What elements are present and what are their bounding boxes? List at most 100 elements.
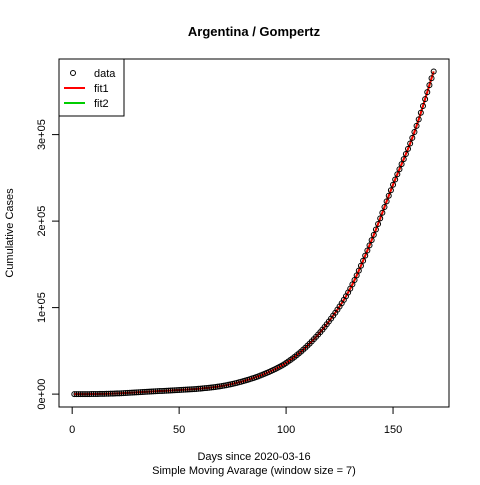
data-point <box>148 388 155 395</box>
data-point <box>390 181 397 188</box>
data-point <box>171 387 178 394</box>
data-point <box>387 187 394 194</box>
data-point <box>146 388 153 395</box>
data-point <box>137 389 144 396</box>
series-data-points <box>71 68 437 398</box>
data-point <box>84 391 91 398</box>
data-point <box>193 385 200 392</box>
data-point <box>413 122 420 129</box>
data-point <box>191 386 198 393</box>
data-point <box>184 386 191 393</box>
data-point <box>73 391 80 398</box>
data-point <box>131 389 138 396</box>
data-point <box>150 388 157 395</box>
data-point <box>178 386 185 393</box>
data-point <box>180 386 187 393</box>
y-axis: 0e+00 1e+05 2e+05 3e+05 <box>36 119 60 410</box>
data-point <box>133 389 140 396</box>
data-point <box>111 390 118 397</box>
data-point <box>135 389 142 396</box>
data-point <box>370 231 377 238</box>
data-point <box>94 390 101 397</box>
data-point <box>75 391 82 398</box>
data-point <box>103 390 110 397</box>
data-point <box>154 388 161 395</box>
data-point <box>118 390 125 397</box>
data-point <box>90 391 97 398</box>
data-point <box>203 384 210 391</box>
data-point <box>210 384 217 391</box>
data-point <box>368 237 375 244</box>
data-point <box>99 390 106 397</box>
data-point <box>188 386 195 393</box>
data-point <box>375 220 382 227</box>
data-point <box>167 387 174 394</box>
data-point <box>381 204 388 211</box>
legend-label-fit1: fit1 <box>94 83 109 95</box>
x-axis-label: Days since 2020-03-16 <box>197 451 310 463</box>
y-axis-label: Cumulative Cases <box>4 188 16 278</box>
data-point <box>129 389 136 396</box>
data-point <box>208 384 215 391</box>
x-tick-label: 150 <box>384 424 402 436</box>
data-point <box>355 267 362 274</box>
data-point <box>86 391 93 398</box>
data-point <box>82 391 89 398</box>
data-point <box>197 385 204 392</box>
data-point <box>396 166 403 173</box>
data-point <box>161 387 168 394</box>
data-point <box>353 272 360 279</box>
data-point <box>92 390 99 397</box>
data-point <box>364 247 371 254</box>
data-point <box>366 242 373 249</box>
data-point <box>122 389 129 396</box>
data-point <box>398 161 405 168</box>
legend-label-data: data <box>94 68 116 80</box>
data-point <box>417 109 424 116</box>
y-tick-label: 2e+05 <box>36 206 48 237</box>
data-point <box>96 390 103 397</box>
y-tick-label: 1e+05 <box>36 292 48 323</box>
data-point <box>126 389 133 396</box>
data-point <box>195 385 202 392</box>
data-point <box>392 176 399 183</box>
data-point <box>173 387 180 394</box>
data-point <box>88 391 95 398</box>
data-point <box>182 386 189 393</box>
data-point <box>424 89 431 96</box>
data-point <box>357 262 364 269</box>
data-point <box>120 390 127 397</box>
data-point <box>216 383 223 390</box>
chart-title: Argentina / Gompertz <box>188 24 321 39</box>
data-point <box>109 390 116 397</box>
data-point <box>372 226 379 233</box>
data-point <box>377 215 384 222</box>
data-point <box>385 192 392 199</box>
x-tick-label: 100 <box>277 424 295 436</box>
data-point <box>426 82 433 89</box>
data-point <box>415 116 422 123</box>
data-point <box>144 388 151 395</box>
data-point <box>105 390 112 397</box>
data-point <box>71 391 78 398</box>
legend: data fit1 fit2 <box>58 58 125 117</box>
data-point <box>394 171 401 178</box>
data-point <box>201 385 208 392</box>
x-axis: 0 50 100 150 <box>69 406 402 436</box>
data-point <box>409 134 416 141</box>
data-point <box>430 68 437 75</box>
data-point <box>163 387 170 394</box>
data-point <box>141 388 148 395</box>
y-tick-label: 0e+00 <box>36 379 48 410</box>
data-point <box>199 385 206 392</box>
x-axis-sublabel: Simple Moving Avarage (window size = 7) <box>152 465 356 477</box>
data-point <box>212 383 219 390</box>
data-point <box>411 129 418 136</box>
data-point <box>79 391 86 398</box>
legend-data-marker <box>70 70 76 76</box>
data-point <box>156 388 163 395</box>
data-point <box>383 198 390 205</box>
data-point <box>186 386 193 393</box>
data-point <box>77 391 84 398</box>
